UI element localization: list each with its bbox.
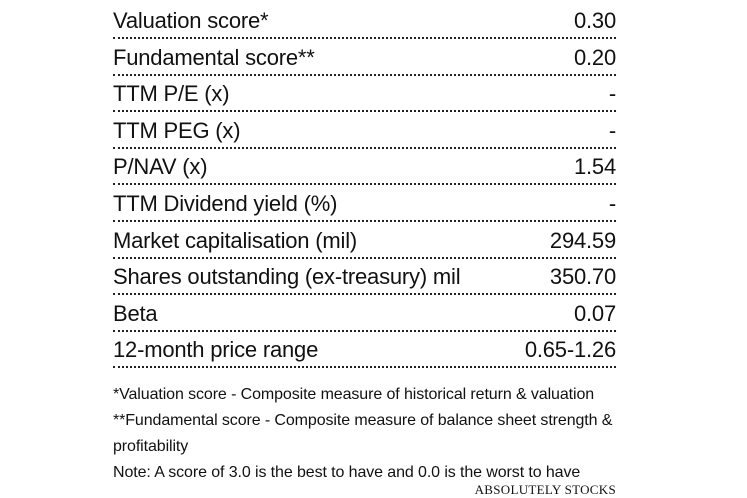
metric-label: Shares outstanding (ex-treasury) mil (113, 264, 461, 290)
metric-row-market-cap: Market capitalisation (mil) 294.59 (113, 224, 616, 259)
metric-value: - (608, 81, 616, 107)
source-credit: ABSOLUTELY STOCKS (474, 482, 616, 498)
metric-label: Fundamental score** (113, 44, 315, 70)
metric-row-dividend-yield: TTM Dividend yield (%) - (113, 187, 616, 222)
metric-label: Valuation score* (113, 8, 269, 33)
metric-label: TTM PEG (x) (113, 117, 241, 143)
metric-label: P/NAV (x) (113, 154, 208, 180)
metric-row-valuation-score: Valuation score* 0.30 (113, 4, 616, 39)
metric-row-ttm-peg: TTM PEG (x) - (113, 114, 616, 149)
metric-row-beta: Beta 0.07 (113, 297, 616, 332)
metrics-table: Valuation score* 0.30 Fundamental score*… (113, 4, 616, 369)
metric-label: Market capitalisation (mil) (113, 227, 358, 253)
metric-value: 350.70 (549, 264, 616, 290)
metrics-panel: Valuation score* 0.30 Fundamental score*… (113, 4, 616, 498)
metric-value: 294.59 (549, 227, 616, 253)
metric-label: TTM P/E (x) (113, 81, 230, 107)
metric-value: - (608, 117, 616, 143)
valuation-footnote: *Valuation score - Composite measure of … (113, 386, 595, 404)
scale-note: Note: A score of 3.0 is the best to have… (113, 464, 581, 482)
metric-row-p-nav: P/NAV (x) 1.54 (113, 150, 616, 186)
metric-value: 0.20 (573, 44, 616, 70)
metric-value: - (608, 190, 616, 216)
metric-value: 0.30 (573, 8, 616, 33)
metric-label: Beta (113, 300, 158, 326)
metric-row-fundamental-score: Fundamental score** 0.20 (113, 41, 616, 76)
metric-value: 0.65-1.26 (524, 337, 616, 363)
metric-label: TTM Dividend yield (%) (113, 190, 338, 216)
metric-row-price-range: 12-month price range 0.65-1.26 (113, 333, 616, 369)
footnotes: *Valuation score - Composite measure of … (113, 382, 616, 486)
metric-row-shares-outstanding: Shares outstanding (ex-treasury) mil 350… (113, 260, 616, 296)
metric-label: 12-month price range (113, 337, 319, 363)
metric-value: 0.07 (573, 300, 616, 326)
fundamental-footnote: **Fundamental score - Composite measure … (113, 412, 613, 456)
metric-row-ttm-pe: TTM P/E (x) - (113, 77, 616, 113)
metric-value: 1.54 (573, 154, 616, 180)
